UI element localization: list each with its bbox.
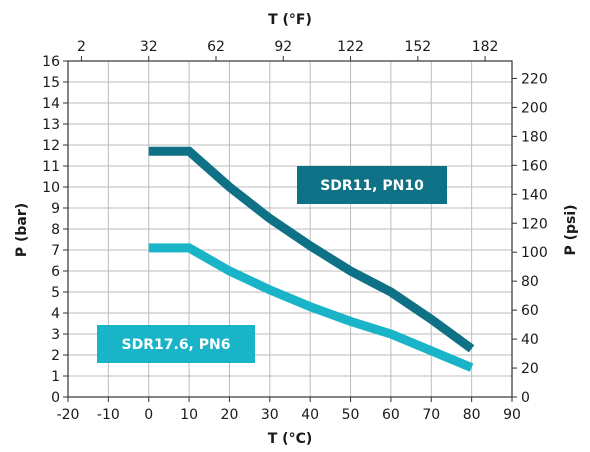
y-tick-label-left: 10 — [42, 180, 60, 196]
x-tick-label-bottom: 40 — [301, 407, 319, 423]
y-tick-label-right: 100 — [521, 245, 548, 261]
x-tick-label-top: 62 — [207, 39, 225, 55]
y-tick-label-left: 6 — [51, 264, 60, 280]
series-label-1: SDR17.6, PN6 — [122, 337, 231, 353]
x-tick-label-bottom: 30 — [261, 407, 279, 423]
y-tick-label-left: 2 — [51, 348, 60, 364]
y-axis-left-title: P (bar) — [14, 203, 30, 257]
y-axis-right-title: P (psi) — [563, 204, 579, 255]
x-tick-label-top: 122 — [337, 39, 364, 55]
x-axis-bottom-title: T (°C) — [268, 431, 313, 447]
y-tick-label-left: 16 — [42, 54, 60, 70]
y-tick-label-right: 0 — [521, 390, 530, 406]
x-tick-label-bottom: 90 — [503, 407, 521, 423]
y-tick-label-right: 220 — [521, 71, 548, 87]
y-tick-label-right: 160 — [521, 158, 548, 174]
x-tick-label-top: 32 — [140, 39, 158, 55]
series-lines — [148, 146, 475, 372]
y-tick-label-left: 5 — [51, 285, 60, 301]
ticks: -20 -10 0 10 20 30 40 50 60 70 80 902 32 62 92 122 152 18… — [42, 39, 548, 423]
x-axis-top-title: T (°F) — [268, 12, 312, 28]
y-tick-label-right: 80 — [521, 274, 539, 290]
x-tick-label-bottom: 0 — [144, 407, 153, 423]
y-tick-label-left: 14 — [42, 96, 60, 112]
y-tick-label-left: 0 — [51, 390, 60, 406]
y-tick-label-left: 13 — [42, 117, 60, 133]
y-tick-label-left: 11 — [42, 159, 60, 175]
x-tick-label-bottom: 80 — [463, 407, 481, 423]
x-tick-label-bottom: 50 — [342, 407, 360, 423]
y-tick-label-left: 15 — [42, 75, 60, 91]
series-label-0: SDR11, PN10 — [320, 178, 424, 194]
y-tick-label-left: 8 — [51, 222, 60, 238]
x-tick-label-top: 152 — [404, 39, 431, 55]
x-tick-label-bottom: 70 — [422, 407, 440, 423]
x-tick-label-bottom: 60 — [382, 407, 400, 423]
y-tick-label-right: 60 — [521, 303, 539, 319]
x-tick-label-bottom: -20 — [57, 407, 80, 423]
series-line-0 — [148, 146, 475, 353]
x-tick-label-top: 2 — [77, 39, 86, 55]
series-labels: SDR11, PN10 SDR17.6, PN6 — [97, 166, 447, 363]
y-tick-label-left: 1 — [51, 369, 60, 385]
series-label-box-1 — [97, 325, 255, 363]
y-tick-label-right: 200 — [521, 100, 548, 116]
x-tick-label-bottom: -10 — [97, 407, 120, 423]
y-tick-label-right: 120 — [521, 216, 548, 232]
y-tick-label-right: 180 — [521, 129, 548, 145]
y-tick-label-right: 20 — [521, 361, 539, 377]
series-line-1 — [148, 243, 474, 372]
y-tick-label-right: 40 — [521, 332, 539, 348]
x-tick-label-bottom: 20 — [221, 407, 239, 423]
x-tick-label-bottom: 10 — [180, 407, 198, 423]
series-label-box-0 — [297, 166, 447, 204]
y-tick-label-right: 140 — [521, 187, 548, 203]
y-tick-label-left: 9 — [51, 201, 60, 217]
x-tick-label-top: 92 — [274, 39, 292, 55]
y-tick-label-left: 4 — [51, 306, 60, 322]
y-tick-label-left: 7 — [51, 243, 60, 259]
x-tick-label-top: 182 — [472, 39, 499, 55]
y-tick-label-left: 3 — [51, 327, 60, 343]
y-tick-label-left: 12 — [42, 138, 60, 154]
